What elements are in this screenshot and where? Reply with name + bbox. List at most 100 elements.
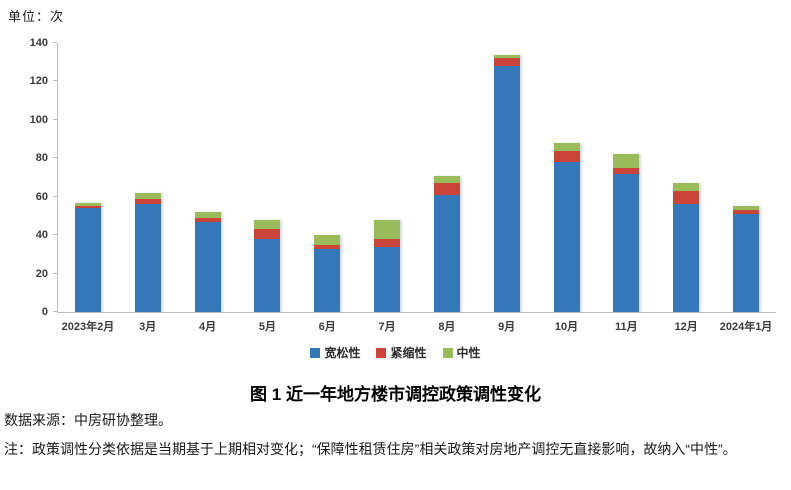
category-slot: 9月 xyxy=(477,43,537,333)
x-tick-label: 5月 xyxy=(258,321,276,333)
bar-segment-easing xyxy=(553,162,580,312)
legend: 宽松性 紧缩性 中性 xyxy=(0,344,791,361)
y-tick-label: 120 xyxy=(29,75,48,88)
bar-stack xyxy=(433,175,460,312)
bar-stack xyxy=(134,192,161,312)
bar-segment-easing xyxy=(493,66,520,312)
bar-segment-neutral xyxy=(194,212,221,218)
y-tick-label: 80 xyxy=(35,152,48,165)
bar-segment-neutral xyxy=(374,219,401,239)
category-slot: 8月 xyxy=(417,43,477,333)
bar-segment-neutral xyxy=(493,54,520,59)
category-slot: 2024年1月 xyxy=(716,43,776,333)
bar-stack xyxy=(553,142,580,312)
y-tick-mark xyxy=(53,157,57,159)
unit-label: 单位：次 xyxy=(8,9,65,24)
bar-stack xyxy=(673,183,700,312)
bar-segment-easing xyxy=(613,173,640,312)
bar-segment-easing xyxy=(254,239,281,312)
bar-segment-tightening xyxy=(733,210,760,215)
x-tick-label: 2024年1月 xyxy=(719,321,773,333)
bar-stack xyxy=(314,235,341,312)
x-tick-label: 6月 xyxy=(318,321,336,333)
category-slot: 11月 xyxy=(596,43,656,333)
category-slot: 10月 xyxy=(537,43,597,333)
x-tick-label: 11月 xyxy=(615,321,638,333)
x-tick-label: 9月 xyxy=(498,321,516,333)
y-tick-mark xyxy=(53,311,57,312)
y-tick-mark xyxy=(53,42,57,43)
bar-segment-easing xyxy=(374,246,401,312)
category-slot: 3月 xyxy=(118,43,178,333)
legend-item-easing: 宽松性 xyxy=(310,344,360,361)
bar-segment-tightening xyxy=(673,190,700,205)
bar-stack xyxy=(194,212,221,312)
x-tick-label: 7月 xyxy=(378,321,396,333)
bar-segment-easing xyxy=(194,221,221,312)
bars-container: 2023年2月 3月 4月 5月 6月 7月 8月 9月 10月 11月 12月 2024年1月 xyxy=(58,43,776,333)
bar-segment-tightening xyxy=(74,206,101,209)
bar-segment-easing xyxy=(134,204,161,312)
footnote: 注：政策调性分类依据是当期基于上期相对变化；“保障性租赁住房”相关政策对房地产调… xyxy=(4,441,737,457)
y-tick-mark xyxy=(53,80,57,82)
bar-segment-tightening xyxy=(613,167,640,174)
bar-segment-neutral xyxy=(74,202,101,207)
bar-stack xyxy=(493,54,520,312)
y-tick-label: 60 xyxy=(35,190,48,203)
category-slot: 5月 xyxy=(237,43,297,333)
y-tick-label: 40 xyxy=(35,229,48,242)
legend-item-tightening: 紧缩性 xyxy=(376,344,427,361)
y-tick-mark xyxy=(53,234,57,236)
category-slot: 12月 xyxy=(656,43,716,333)
bar-stack xyxy=(733,206,760,312)
category-slot: 2023年2月 xyxy=(58,43,118,333)
bar-segment-easing xyxy=(433,194,460,312)
y-tick-mark xyxy=(53,195,57,197)
x-tick-label: 2023年2月 xyxy=(61,321,115,333)
legend-label-easing: 宽松性 xyxy=(324,346,361,360)
category-slot: 4月 xyxy=(178,43,238,333)
bar-segment-tightening xyxy=(194,217,221,222)
bar-segment-tightening xyxy=(553,150,580,163)
bar-segment-neutral xyxy=(613,154,640,168)
bar-segment-tightening xyxy=(433,183,460,195)
legend-swatch-neutral xyxy=(442,347,453,358)
x-tick-label: 8月 xyxy=(438,321,456,333)
legend-label-neutral: 中性 xyxy=(456,346,481,360)
bar-stack xyxy=(613,154,640,312)
bar-stack xyxy=(74,202,101,312)
bar-segment-neutral xyxy=(134,192,161,199)
x-tick-label: 4月 xyxy=(199,321,217,333)
bar-segment-tightening xyxy=(493,58,520,67)
bar-segment-neutral xyxy=(553,142,580,151)
bar-segment-neutral xyxy=(733,206,760,211)
bar-segment-neutral xyxy=(433,175,460,184)
x-tick-label: 3月 xyxy=(139,321,157,333)
y-tick-label: 20 xyxy=(35,267,48,280)
category-slot: 7月 xyxy=(357,43,417,333)
figure-title: 图 1 近一年地方楼市调控政策调性变化 xyxy=(250,385,541,404)
legend-swatch-tightening xyxy=(376,347,387,358)
bar-segment-easing xyxy=(733,214,760,312)
y-tick-mark xyxy=(53,118,57,120)
bar-segment-neutral xyxy=(673,183,700,191)
bar-segment-easing xyxy=(673,204,700,312)
x-tick-label: 12月 xyxy=(674,321,698,333)
bar-stack xyxy=(254,219,281,312)
legend-swatch-easing xyxy=(310,347,321,358)
bar-segment-tightening xyxy=(374,239,401,247)
bar-segment-easing xyxy=(74,208,101,312)
legend-label-tightening: 紧缩性 xyxy=(390,346,427,360)
y-tick-mark xyxy=(53,272,57,274)
y-tick-label: 100 xyxy=(29,113,48,126)
bar-stack xyxy=(374,219,401,312)
bar-segment-easing xyxy=(314,248,341,312)
legend-item-neutral: 中性 xyxy=(442,344,481,361)
data-source-note: 数据来源：中房研协整理。 xyxy=(4,412,172,428)
x-tick-label: 10月 xyxy=(554,321,579,333)
y-tick-label: 0 xyxy=(41,306,48,318)
bar-segment-tightening xyxy=(314,244,341,249)
bar-segment-neutral xyxy=(254,219,281,230)
